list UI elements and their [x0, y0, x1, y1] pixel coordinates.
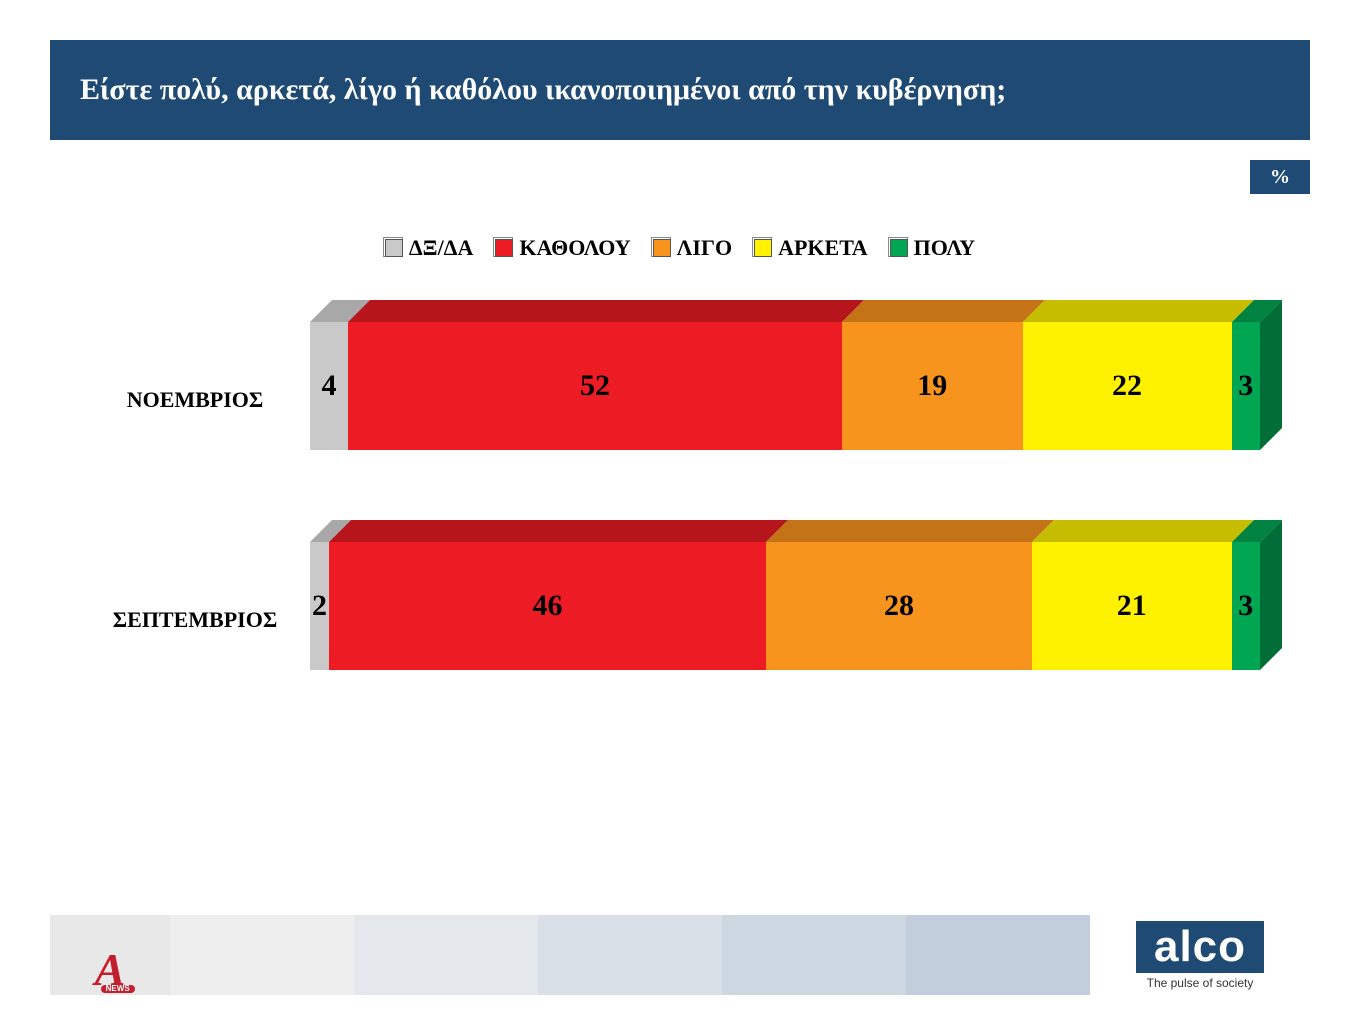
footer-right-logo-box: alco The pulse of society — [1090, 915, 1310, 995]
legend-swatch — [385, 239, 403, 257]
footer-left-logo-box: A NEWS — [50, 915, 170, 995]
bar-segment: 3 — [1232, 542, 1261, 670]
title-bar: Είστε πολύ, αρκετά, λίγο ή καθόλου ικανο… — [50, 40, 1310, 140]
legend-item: ΚΑΘΟΛΟΥ — [495, 235, 630, 261]
bar-segment: 2 — [310, 542, 329, 670]
bar-segment: 21 — [1032, 542, 1232, 670]
legend-item: ΠΟΛΥ — [890, 235, 975, 261]
legend-label: ΛΙΓΟ — [677, 235, 732, 261]
legend-label: ΔΞ/ΔΑ — [409, 235, 474, 261]
legend-swatch — [495, 239, 513, 257]
legend-swatch — [754, 239, 772, 257]
legend-item: ΑΡΚΕΤΑ — [754, 235, 868, 261]
legend-swatch — [653, 239, 671, 257]
legend-item: ΔΞ/ΔΑ — [385, 235, 474, 261]
title-text: Είστε πολύ, αρκετά, λίγο ή καθόλου ικανο… — [80, 73, 1006, 107]
bar-segment: 22 — [1023, 322, 1232, 450]
alco-tagline: The pulse of society — [1147, 976, 1254, 990]
percent-badge: % — [1250, 160, 1310, 194]
stacked-bar-chart: ΝΟΕΜΒΡΙΟΣ45219223ΣΕΠΤΕΜΒΡΙΟΣ24628213 — [80, 300, 1260, 740]
alpha-news-logo: A NEWS — [95, 952, 126, 989]
chart-row: ΝΟΕΜΒΡΙΟΣ45219223 — [80, 300, 1260, 450]
legend-item: ΛΙΓΟ — [653, 235, 732, 261]
bar-segment: 19 — [842, 322, 1023, 450]
bar-3d: 24628213 — [310, 520, 1260, 670]
bar-segment: 52 — [348, 322, 842, 450]
legend-label: ΠΟΛΥ — [914, 235, 975, 261]
bar-segment: 3 — [1232, 322, 1261, 450]
footer-gradient-segment — [906, 915, 1090, 995]
bar-segment: 4 — [310, 322, 348, 450]
footer-gradient-segment — [170, 915, 354, 995]
row-label: ΣΕΠΤΕΜΒΡΙΟΣ — [80, 557, 310, 633]
chart-row: ΣΕΠΤΕΜΒΡΙΟΣ24628213 — [80, 520, 1260, 670]
chart-legend: ΔΞ/ΔΑ ΚΑΘΟΛΟΥ ΛΙΓΟ ΑΡΚΕΤΑ ΠΟΛΥ — [0, 235, 1360, 261]
footer-gradient-segment — [538, 915, 722, 995]
legend-label: ΚΑΘΟΛΟΥ — [519, 235, 630, 261]
bar-3d: 45219223 — [310, 300, 1260, 450]
alpha-logo-sub: NEWS — [101, 985, 135, 993]
footer: A NEWS alco The pulse of society — [50, 915, 1310, 995]
footer-gradient-strip — [170, 915, 1090, 995]
legend-label: ΑΡΚΕΤΑ — [778, 235, 868, 261]
footer-gradient-segment — [722, 915, 906, 995]
bar-segment: 28 — [766, 542, 1032, 670]
percent-symbol: % — [1270, 166, 1290, 189]
bar-segment: 46 — [329, 542, 766, 670]
footer-gradient-segment — [354, 915, 538, 995]
alco-logo: alco — [1136, 921, 1264, 973]
row-label: ΝΟΕΜΒΡΙΟΣ — [80, 337, 310, 413]
legend-swatch — [890, 239, 908, 257]
